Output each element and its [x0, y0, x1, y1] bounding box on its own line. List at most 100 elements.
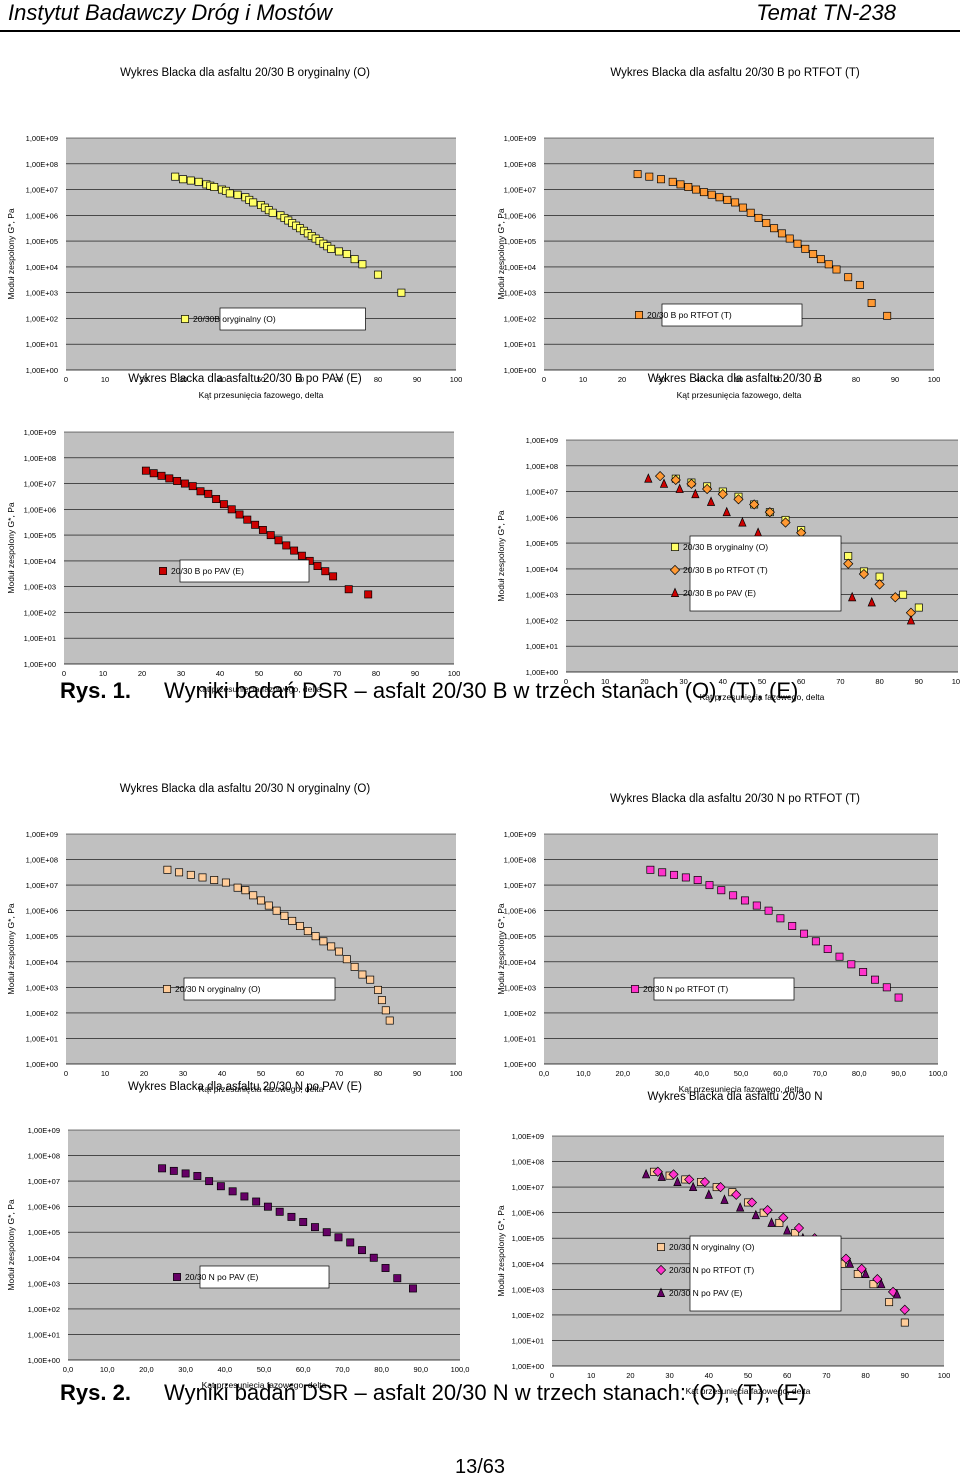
data-point [369, 1253, 378, 1262]
data-point [751, 1209, 760, 1220]
data-point [793, 1222, 805, 1234]
data-point [872, 1274, 883, 1285]
data-point [344, 585, 353, 594]
x-axis-label: Kąt przesunięcia fazowego, delta [700, 692, 825, 702]
series-0 [646, 865, 903, 1002]
data-point [731, 1189, 742, 1200]
chart-svg: Wykres Blacka dla asfaltu 20/30 B po PAV… [6, 373, 460, 694]
data-point [225, 189, 234, 198]
caption-number: Rys. 1. [60, 678, 131, 703]
chart-title: Wykres Blacka dla asfaltu 20/30 B po RTF… [610, 67, 860, 79]
data-point [303, 927, 312, 936]
y-tick-label: 1,00E+01 [504, 340, 536, 349]
data-point [193, 1172, 202, 1180]
data-point [385, 1016, 394, 1025]
chart-20-30-b-pav: Wykres Blacka dla asfaltu 20/30 B po PAV… [0, 368, 470, 694]
data-point [216, 1182, 225, 1191]
data-point [366, 975, 375, 984]
data-point [856, 1263, 867, 1274]
x-tick-label: 40 [696, 375, 704, 384]
x-tick-label: 20,0 [615, 1069, 630, 1078]
data-point [251, 520, 260, 529]
y-tick-label: 1,00E+00 [26, 1060, 58, 1069]
y-tick-label: 1,00E+04 [512, 1260, 544, 1269]
x-tick-label: 80,0 [374, 1365, 389, 1374]
x-tick-label: 0,0 [539, 1069, 549, 1078]
data-point [823, 945, 832, 953]
y-axis-label: Moduł zespolony G*, Pa [6, 903, 16, 994]
x-tick-label: 30 [177, 669, 185, 678]
y-axis-label: Moduł zespolony G*, Pa [6, 208, 16, 299]
legend-box [661, 303, 803, 327]
header-rule [0, 30, 960, 32]
y-tick-label: 1,00E+02 [28, 1305, 60, 1314]
legend: 20/30 N po PAV (E) [173, 1265, 330, 1289]
x-tick-label: 60 [296, 375, 304, 384]
data-point [358, 260, 367, 269]
chart-svg: Wykres Blacka dla asfaltu 20/30 N orygin… [6, 783, 462, 1094]
x-tick-label: 0 [550, 1371, 554, 1380]
data-point [770, 224, 779, 233]
y-tick-label: 1,00E+04 [504, 263, 536, 272]
data-point [644, 473, 653, 483]
y-tick-label: 1,00E+06 [26, 211, 58, 220]
legend-label: 20/30 N po PAV (E) [669, 1288, 743, 1298]
data-point [867, 596, 876, 607]
chart-title: Wykres Blacka dla asfaltu 20/30 N po PAV… [128, 1081, 362, 1093]
data-point [816, 255, 825, 264]
x-tick-label: 0 [564, 677, 568, 686]
plot-area [64, 432, 454, 664]
y-axis-label: Moduł zespolony G*, Pa [496, 510, 506, 601]
y-tick-label: 1,00E+08 [512, 1158, 544, 1167]
legend-box [183, 977, 336, 1001]
y-tick-label: 1,00E+08 [26, 856, 58, 865]
y-tick-label: 1,00E+03 [26, 983, 58, 992]
chart-svg: Wykres Blacka dla asfaltu 20/30 N po PAV… [6, 1081, 469, 1390]
x-tick-label: 50 [744, 1371, 752, 1380]
legend-label: 20/30 B po RTFOT (T) [647, 310, 732, 320]
x-tick-label: 10 [587, 1371, 595, 1380]
legend-box [689, 1235, 842, 1312]
x-tick-label: 20 [140, 1069, 148, 1078]
x-tick-label: 0 [542, 375, 546, 384]
data-point [342, 250, 351, 258]
data-point [861, 1268, 870, 1278]
y-tick-label: 1,00E+03 [526, 591, 558, 600]
data-point [219, 500, 228, 509]
data-point [205, 1177, 214, 1186]
x-tick-label: 30 [657, 375, 665, 384]
data-point [845, 1258, 855, 1268]
data-point [731, 198, 740, 207]
y-tick-label: 1,00E+02 [26, 1009, 58, 1018]
data-point [686, 478, 697, 489]
data-point [871, 975, 879, 984]
y-tick-label: 1,00E+02 [526, 616, 558, 625]
data-point [243, 515, 252, 524]
x-tick-label: 90 [915, 677, 923, 686]
data-point [196, 487, 205, 496]
data-point [843, 558, 854, 569]
data-point [720, 1194, 729, 1204]
y-tick-label: 1,00E+00 [24, 660, 56, 669]
data-point [313, 562, 322, 570]
data-point [668, 177, 677, 186]
x-tick-label: 100,0 [451, 1365, 470, 1374]
y-tick-label: 1,00E+06 [504, 907, 536, 916]
data-point [221, 878, 230, 887]
data-point [736, 1202, 745, 1212]
y-tick-label: 1,00E+01 [24, 634, 56, 643]
data-point [393, 1274, 402, 1283]
x-axis-label: Kąt przesunięcia fazowego, delta [686, 1386, 811, 1396]
data-point [297, 551, 306, 560]
data-point [233, 883, 242, 892]
y-tick-label: 1,00E+04 [26, 958, 58, 967]
data-point [740, 896, 749, 905]
y-axis-label: Moduł zespolony G*, Pa [496, 208, 506, 299]
data-point [252, 1197, 261, 1206]
data-point [900, 1318, 909, 1327]
data-point [717, 489, 728, 500]
data-point [824, 260, 833, 269]
data-point [287, 1212, 296, 1221]
series-0 [171, 172, 406, 297]
x-tick-label: 60 [783, 1371, 791, 1380]
